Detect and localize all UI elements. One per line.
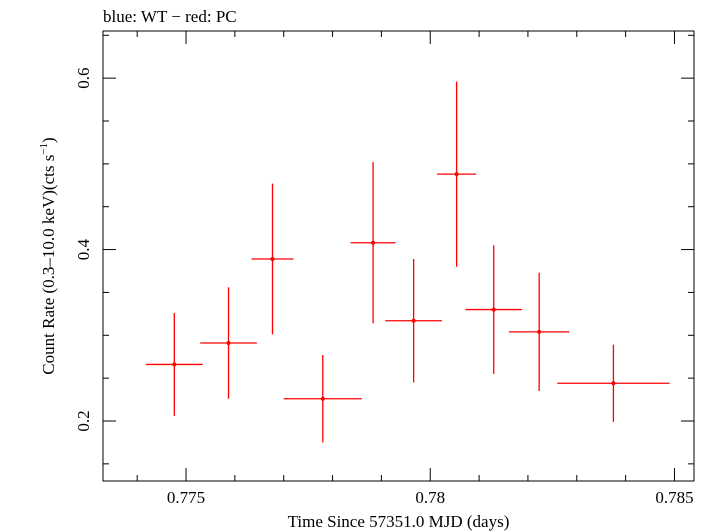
y-tick-label: 0.4 [74,238,93,260]
data-point [145,313,203,416]
point-marker [371,240,376,245]
data-point [557,344,670,422]
y-axis-ticks: 0.2 0.4 0.6 [74,34,694,465]
data-point [437,81,477,267]
data-point [465,245,523,374]
y-axis-label-main: Count Rate (0.3–10.0 keV)(cts s [39,155,58,375]
x-tick-label: 0.78 [415,488,445,507]
point-marker [226,341,231,345]
data-points [145,81,670,443]
data-point [251,183,294,335]
data-point [200,287,257,399]
y-tick-label: 0.2 [74,410,93,431]
point-marker [270,257,275,261]
y-axis-label: Count Rate (0.3–10.0 keV)(cts s−1) [38,137,58,374]
point-marker [320,396,325,401]
data-point [350,162,396,324]
data-point [283,355,362,443]
data-point [508,272,570,391]
data-point [385,259,442,383]
x-tick-label: 0.775 [167,488,205,507]
point-marker [537,329,542,334]
point-marker [454,172,459,177]
chart-title: blue: WT − red: PC [103,7,237,26]
point-marker [411,318,416,323]
x-tick-label: 0.785 [655,488,693,507]
point-marker [611,381,616,386]
point-marker [172,362,177,367]
plot-frame [102,30,695,482]
x-axis-ticks: 0.775 0.78 0.785 [136,31,694,507]
point-marker [491,307,496,312]
y-tick-label: 0.6 [74,68,93,89]
y-axis-label-superscript: −1 [38,143,50,155]
x-axis-label: Time Since 57351.0 MJD (days) [288,512,510,531]
y-axis-label-close: ) [39,137,58,143]
